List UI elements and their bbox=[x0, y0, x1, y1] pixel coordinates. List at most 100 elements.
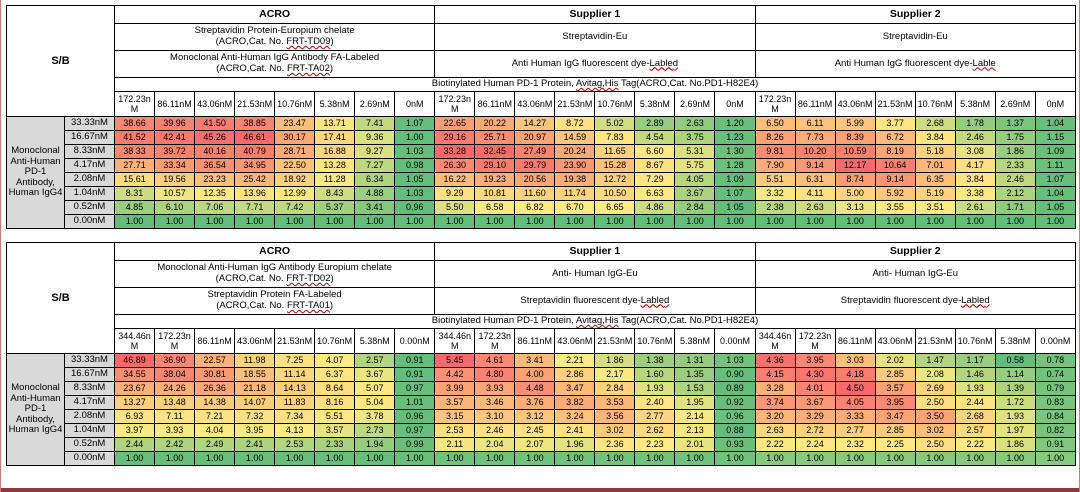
tracer-conc-header: 172.23nM bbox=[154, 328, 196, 354]
sb-value-cell: 2.41 bbox=[234, 437, 276, 452]
sb-value-cell: 29.16 bbox=[434, 130, 476, 145]
sb-value-cell: 39.72 bbox=[154, 144, 196, 159]
sb-value-cell: 39.96 bbox=[154, 116, 196, 131]
sb-value-cell: 1.03 bbox=[394, 186, 436, 201]
sb-value-cell: 32.45 bbox=[474, 144, 516, 159]
sb-value-cell: 8.19 bbox=[874, 144, 916, 159]
sb-value-cell: 1.00 bbox=[594, 451, 636, 466]
sb-value-cell: 6.82 bbox=[514, 200, 556, 215]
sb-value-cell: 1.00 bbox=[874, 214, 916, 229]
sb-value-cell: 10.50 bbox=[594, 186, 636, 201]
sb-value-cell: 38.66 bbox=[113, 116, 156, 131]
sb-value-cell: 1.31 bbox=[674, 353, 716, 368]
tracer-conc-header: 86.11nM bbox=[834, 328, 876, 354]
sb-value-cell: 0.88 bbox=[714, 423, 756, 438]
sb-heatmap-table-1: S/B ACRO Supplier 1 Supplier 2 Streptavidin … bbox=[6, 5, 1077, 229]
antibody-conc-row-header: 33.33nM bbox=[64, 353, 115, 368]
sb-value-cell: 45.26 bbox=[194, 130, 236, 145]
sb-value-cell: 2.72 bbox=[794, 423, 836, 438]
sb-value-cell: 4.17 bbox=[954, 158, 996, 173]
tracer-conc-header: 5.38nM bbox=[674, 328, 716, 354]
sb-value-cell: 5.92 bbox=[874, 186, 916, 201]
sb-value-cell: 0.83 bbox=[1034, 395, 1077, 410]
sb-value-cell: 28.71 bbox=[274, 144, 316, 159]
sb-value-cell: 9.81 bbox=[754, 144, 796, 159]
sb-value-cell: 7.01 bbox=[914, 158, 956, 173]
sb-value-cell: 21.18 bbox=[234, 381, 276, 396]
sb-value-cell: 11.60 bbox=[514, 186, 556, 201]
sb-value-cell: 3.15 bbox=[434, 409, 476, 424]
detection-reagent-1-cell: Monoclonal Anti-Human IgG Antibody Europ… bbox=[113, 260, 436, 288]
sb-value-cell: 18.92 bbox=[274, 172, 316, 187]
sb-value-cell: 3.93 bbox=[154, 423, 196, 438]
sb-value-cell: 7.71 bbox=[234, 200, 276, 215]
sb-value-cell: 0.98 bbox=[394, 158, 436, 173]
sb-value-cell: 3.95 bbox=[794, 353, 836, 368]
sb-value-cell: 30.81 bbox=[194, 367, 236, 382]
sb-value-cell: 1.00 bbox=[154, 451, 196, 466]
sb-value-cell: 1.00 bbox=[394, 130, 436, 145]
sb-value-cell: 26.36 bbox=[194, 381, 236, 396]
sb-value-cell: 5.50 bbox=[434, 200, 476, 215]
sb-value-cell: 2.62 bbox=[634, 423, 676, 438]
sb-value-cell: 16.88 bbox=[314, 144, 356, 159]
sb-value-cell: 3.08 bbox=[954, 144, 996, 159]
tracer-conc-header: 5.38nM bbox=[954, 91, 996, 117]
sb-value-cell: 3.55 bbox=[874, 200, 916, 215]
detection-reagent-2-cell: Streptavidin fluorescent dye-Labled bbox=[754, 287, 1076, 315]
sb-value-cell: 40.79 bbox=[234, 144, 276, 159]
sb-value-cell: 4.88 bbox=[354, 186, 396, 201]
sb-value-cell: 2.01 bbox=[674, 437, 716, 452]
sb-value-cell: 0.91 bbox=[394, 367, 436, 382]
sb-value-cell: 14.13 bbox=[274, 381, 316, 396]
tracer-conc-header: 5.38nM bbox=[354, 328, 396, 354]
sb-value-cell: 11.14 bbox=[274, 367, 316, 382]
sb-value-cell: 1.00 bbox=[554, 451, 596, 466]
sb-value-cell: 5.37 bbox=[314, 200, 356, 215]
sb-value-cell: 1.00 bbox=[274, 214, 316, 229]
sb-value-cell: 13.27 bbox=[113, 395, 156, 410]
sb-value-cell: 4.86 bbox=[634, 200, 676, 215]
sb-value-cell: 2.41 bbox=[554, 423, 596, 438]
supplier-header-3: Supplier 2 bbox=[754, 5, 1076, 24]
sb-value-cell: 1.00 bbox=[434, 451, 476, 466]
tracer-conc-header: 172.23nM bbox=[794, 328, 836, 354]
sb-value-cell: 1.60 bbox=[634, 367, 676, 382]
sb-value-cell: 1.00 bbox=[474, 214, 516, 229]
sb-value-cell: 29.10 bbox=[474, 158, 516, 173]
sb-value-cell: 2.68 bbox=[954, 409, 996, 424]
sb-value-cell: 2.33 bbox=[314, 437, 356, 452]
sb-value-cell: 1.04 bbox=[1034, 186, 1077, 201]
sb-value-cell: 19.56 bbox=[154, 172, 196, 187]
sb-value-cell: 22.65 bbox=[434, 116, 476, 131]
sb-value-cell: 2.85 bbox=[874, 423, 916, 438]
sb-value-cell: 10.64 bbox=[874, 158, 916, 173]
sb-value-cell: 2.17 bbox=[594, 367, 636, 382]
sb-value-cell: 8.31 bbox=[113, 186, 156, 201]
sb-value-cell: 2.44 bbox=[113, 437, 156, 452]
sb-value-cell: 10.57 bbox=[154, 186, 196, 201]
sb-value-cell: 41.50 bbox=[194, 116, 236, 131]
sb-value-cell: 6.31 bbox=[794, 172, 836, 187]
sb-value-cell: 1.78 bbox=[954, 116, 996, 131]
tracer-conc-header: 344.46nM bbox=[434, 328, 476, 354]
supplier-header-3: Supplier 2 bbox=[754, 242, 1076, 261]
sb-value-cell: 3.84 bbox=[914, 130, 956, 145]
sb-value-cell: 2.85 bbox=[874, 367, 916, 382]
sb-value-cell: 2.36 bbox=[594, 437, 636, 452]
sb-value-cell: 2.23 bbox=[634, 437, 676, 452]
sb-value-cell: 2.53 bbox=[274, 437, 316, 452]
sb-value-cell: 5.02 bbox=[594, 116, 636, 131]
sb-value-cell: 8.39 bbox=[834, 130, 876, 145]
sb-value-cell: 13.48 bbox=[154, 395, 196, 410]
sb-value-cell: 11.83 bbox=[274, 395, 316, 410]
sb-value-cell: 2.14 bbox=[674, 409, 716, 424]
sb-value-cell: 4.11 bbox=[794, 186, 836, 201]
sb-value-cell: 0.96 bbox=[714, 409, 756, 424]
tracer-conc-header: 344.46nM bbox=[754, 328, 796, 354]
sb-value-cell: 2.12 bbox=[994, 186, 1036, 201]
sb-value-cell: 1.39 bbox=[994, 381, 1036, 396]
sb-value-cell: 3.74 bbox=[754, 395, 796, 410]
sb-value-cell: 8.26 bbox=[754, 130, 796, 145]
sb-value-cell: 2.50 bbox=[914, 437, 956, 452]
